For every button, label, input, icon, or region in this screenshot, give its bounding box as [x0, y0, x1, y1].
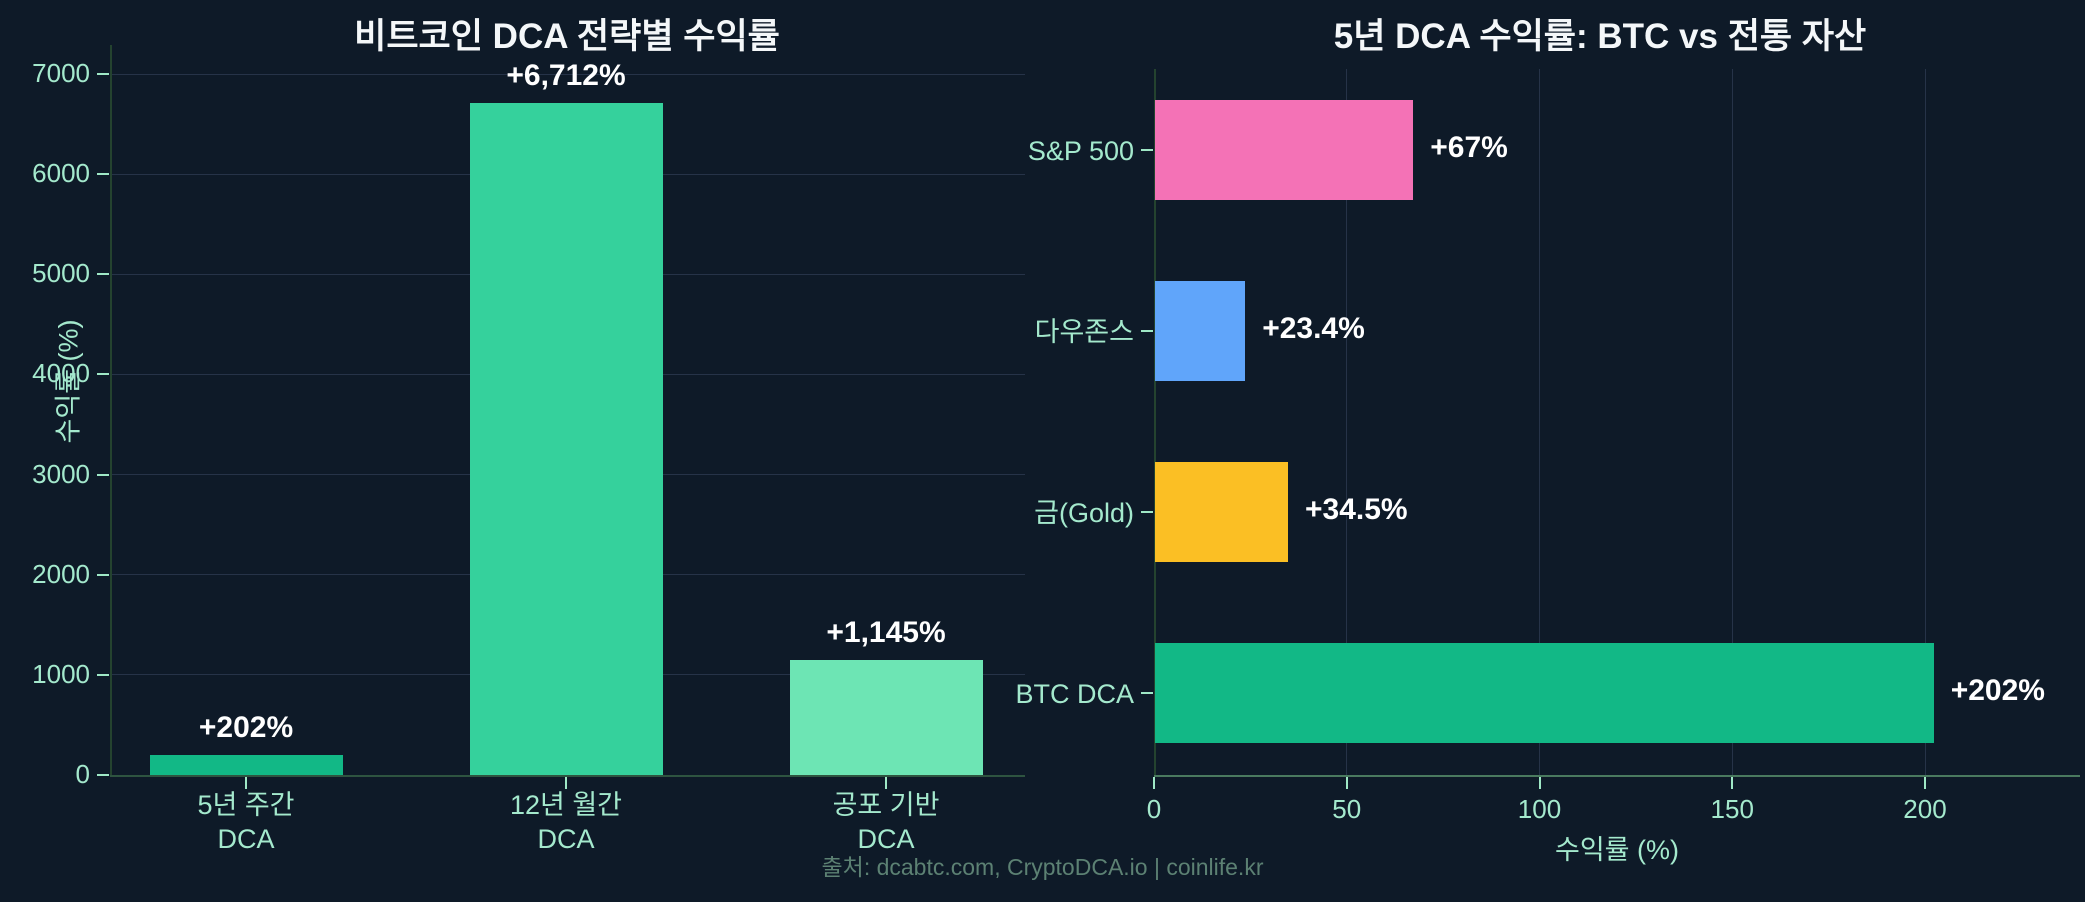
y-tick-label: 0: [75, 759, 90, 789]
y-tick-mark: [97, 173, 109, 176]
x-gridline: [1731, 69, 1733, 775]
x-tick-mark: [885, 777, 887, 789]
y-tick-mark: [97, 673, 109, 676]
x-category-label: 5년 주간 DCA: [197, 790, 295, 854]
source-footer: 출처: dcabtc.com, CryptoDCA.io | coinlife.…: [821, 854, 1264, 880]
x-gridline: [1346, 69, 1348, 775]
bar-value-label: +34.5%: [1304, 493, 1408, 526]
x-axis-line: [1154, 775, 2080, 777]
y-gridline: [110, 73, 1025, 75]
y-tick-label: 4000: [32, 358, 90, 389]
bar: [1155, 281, 1246, 381]
x-tick-label: 200: [1903, 794, 1947, 824]
y-tick-mark: [97, 473, 109, 476]
x-tick-mark: [1345, 777, 1348, 789]
bar: [1155, 462, 1288, 562]
y-tick-label: 7000: [32, 58, 90, 88]
x-tick-label: 50: [1332, 794, 1362, 824]
bar-value-label: +23.4%: [1262, 312, 1365, 345]
x-tick-label: 150: [1710, 794, 1754, 824]
y-tick-label: 2000: [32, 558, 90, 589]
bar: [149, 754, 343, 775]
bar: [1155, 100, 1414, 200]
left-chart-plot-area: 0 1000 2000 3000 4000 5000 6000 7000 +202% 5년 주간 …: [32, 45, 1025, 854]
y-tick-label: 3000: [32, 458, 90, 489]
x-axis-line: [110, 775, 1025, 777]
x-gridline: [1924, 69, 1926, 775]
x-tick-label: 100: [1517, 794, 1562, 824]
x-tick-mark: [1924, 777, 1926, 789]
x-tick-mark: [1731, 777, 1734, 789]
y-tick-mark: [97, 573, 109, 576]
y-tick-mark: [1141, 330, 1153, 332]
y-category-label: 금(Gold): [1034, 498, 1134, 528]
y-category-label: 다우존스: [1034, 317, 1134, 347]
x-tick-mark: [245, 777, 247, 789]
x-tick-mark: [1538, 777, 1541, 789]
x-tick-mark: [1153, 777, 1155, 789]
y-category-label: BTC DCA: [1015, 679, 1134, 709]
y-tick-mark: [97, 373, 109, 376]
y-tick-label: 1000: [32, 658, 90, 689]
bar-value-label: +202%: [1950, 674, 2045, 707]
y-tick-mark: [97, 774, 109, 776]
bar-value-label: +6,712%: [506, 58, 626, 92]
y-tick-mark: [97, 273, 109, 276]
bar: [469, 102, 663, 775]
right-chart-x-axis-label: 수익률 (%): [1554, 835, 1680, 865]
y-tick-mark: [1141, 692, 1153, 694]
bar: [1155, 643, 1934, 743]
y-axis-line: [1154, 69, 1156, 775]
y-tick-mark: [1141, 511, 1153, 513]
y-tick-mark: [1141, 149, 1153, 151]
bar-value-label: +67%: [1430, 131, 1508, 164]
right-chart-title: 5년 DCA 수익률: BTC vs 전통 자산: [1333, 17, 1867, 56]
x-tick-label: 0: [1146, 794, 1162, 824]
y-category-label: S&P 500: [1027, 136, 1134, 166]
y-tick-label: 5000: [32, 258, 90, 289]
bar: [789, 660, 983, 775]
x-category-label: 공포 기반 DCA: [832, 790, 940, 854]
y-tick-mark: [97, 73, 109, 75]
y-axis-line: [110, 45, 112, 775]
left-chart-title: 비트코인 DCA 전략별 수익률: [354, 17, 780, 56]
x-tick-mark: [565, 777, 567, 789]
x-category-label: 12년 월간 DCA: [509, 790, 623, 854]
bar-value-label: +202%: [198, 710, 294, 744]
bar-value-label: +1,145%: [826, 616, 946, 650]
x-gridline: [1539, 69, 1540, 775]
y-tick-label: 6000: [32, 158, 90, 189]
